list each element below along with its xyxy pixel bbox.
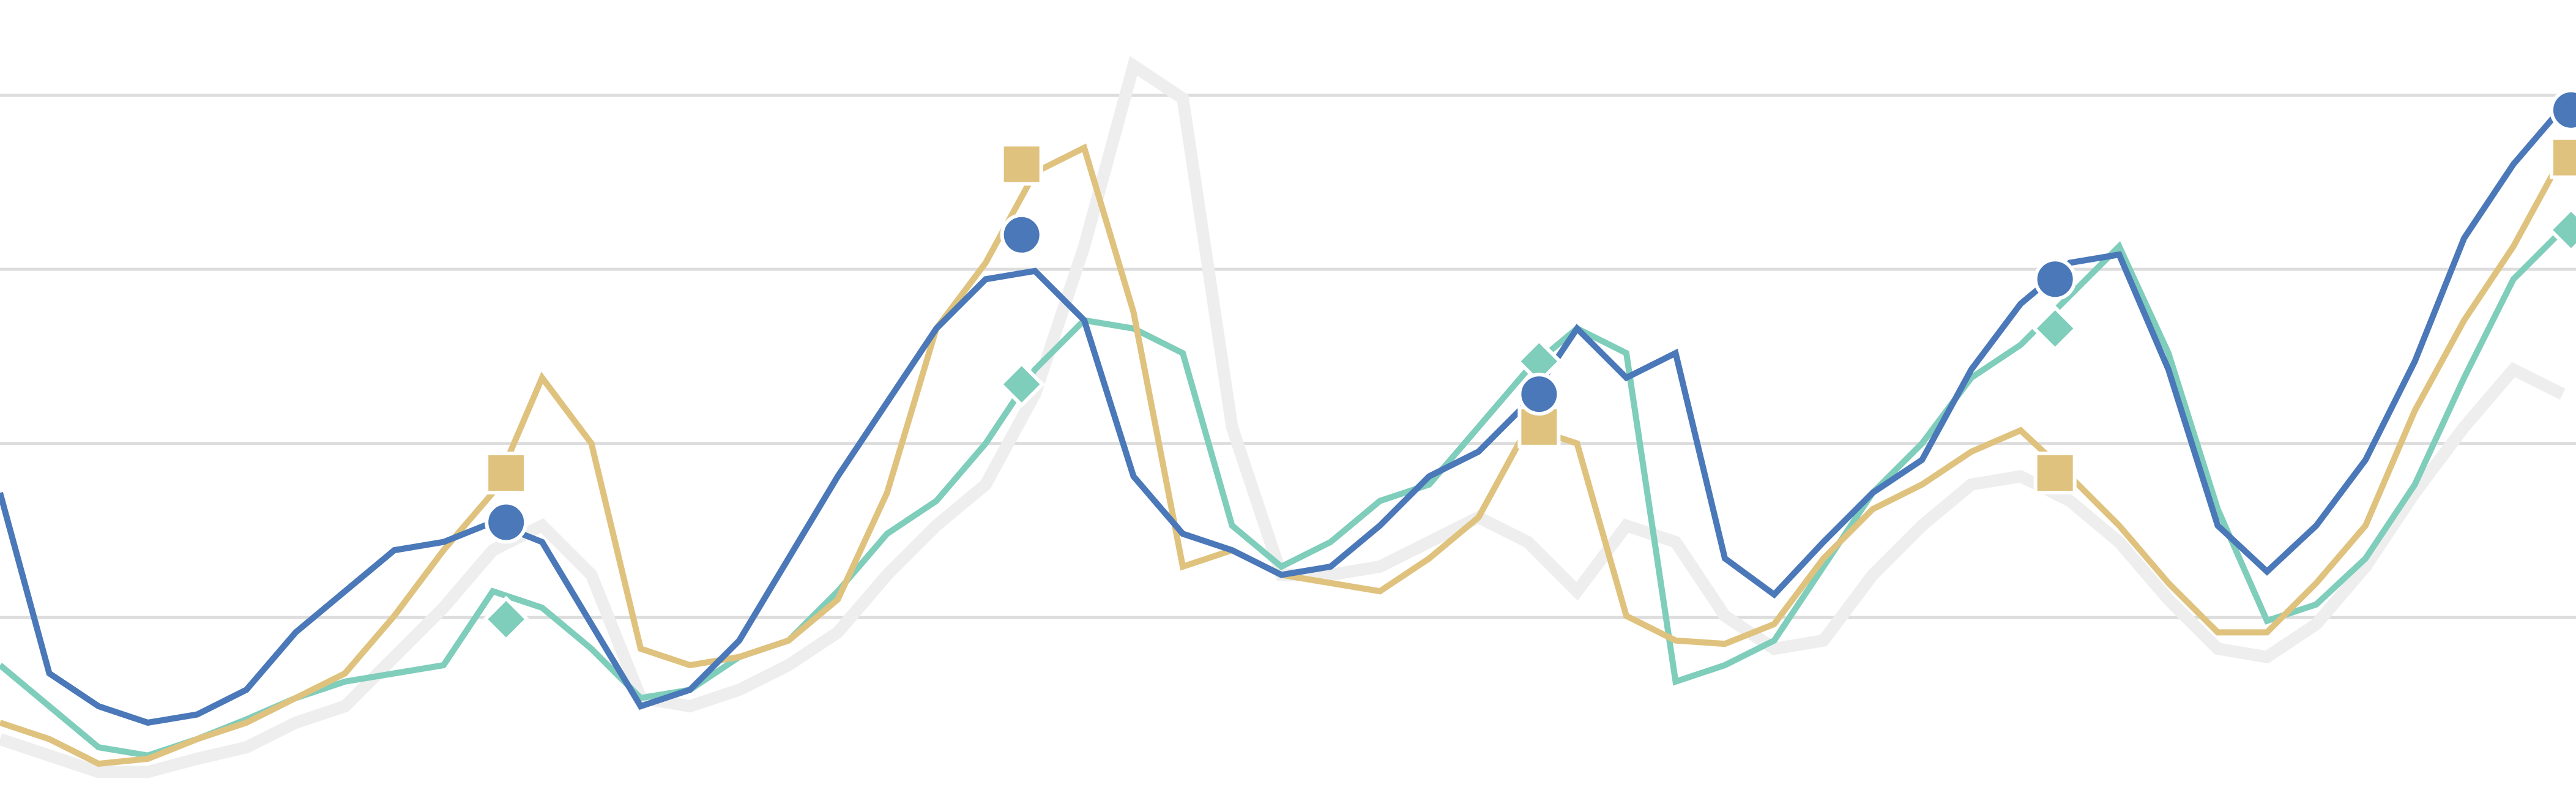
series-line [0,105,2566,726]
series-line [0,228,2565,759]
marker [2033,258,2077,301]
marker [1000,213,1043,256]
marker [2549,88,2576,132]
series-line [0,56,2566,778]
marker [1000,143,1043,186]
marker [998,360,1045,408]
marker [482,595,530,643]
marker [485,451,528,494]
marker [2547,206,2576,254]
marker [2031,305,2079,352]
marker [2549,136,2576,179]
marker [485,501,528,544]
marker [2033,451,2077,494]
marker [1517,373,1561,416]
